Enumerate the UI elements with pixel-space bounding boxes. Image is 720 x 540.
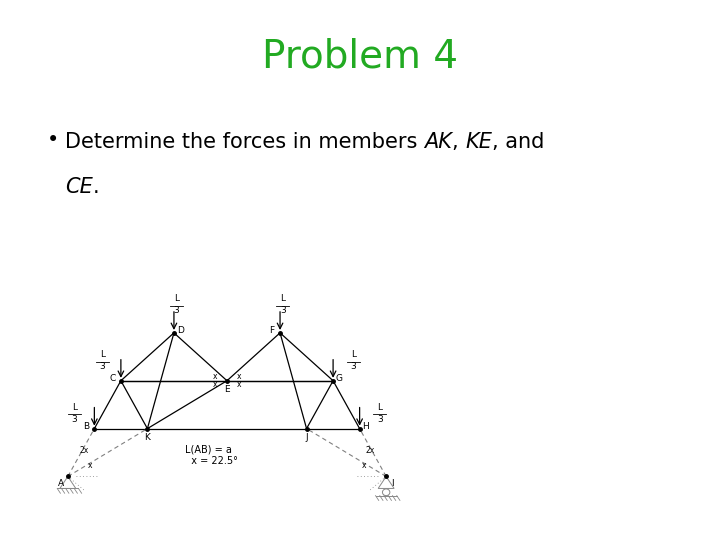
Text: 3: 3 (99, 362, 105, 371)
Text: L: L (72, 403, 77, 412)
Text: Problem 4: Problem 4 (262, 38, 458, 76)
Text: ,: , (452, 132, 465, 152)
Text: x: x (88, 462, 92, 470)
Text: 3: 3 (280, 306, 286, 315)
Text: •: • (47, 130, 59, 150)
Text: L: L (174, 294, 179, 303)
Text: F: F (269, 326, 274, 335)
Text: KE: KE (465, 132, 492, 152)
Text: Determine the forces in members: Determine the forces in members (65, 132, 424, 152)
Text: 2x: 2x (79, 446, 89, 455)
Text: x: x (361, 462, 366, 470)
Text: L: L (351, 350, 356, 359)
Text: x: x (213, 373, 217, 381)
Text: B: B (84, 422, 89, 431)
Text: E: E (224, 385, 230, 394)
Text: H: H (363, 422, 369, 431)
Text: 3: 3 (351, 362, 356, 371)
Text: A: A (58, 479, 65, 488)
Text: L(AB) = a
  x = 22.5°: L(AB) = a x = 22.5° (184, 444, 238, 465)
Text: I: I (391, 479, 394, 488)
Text: L: L (280, 294, 285, 303)
Text: 3: 3 (174, 306, 179, 315)
Text: 3: 3 (71, 415, 77, 424)
Text: L: L (100, 350, 105, 359)
Text: , and: , and (492, 132, 544, 152)
Text: x: x (213, 380, 217, 389)
Text: G: G (336, 374, 343, 383)
Text: D: D (177, 326, 184, 335)
Text: x: x (236, 373, 241, 381)
Text: CE: CE (65, 177, 93, 197)
Text: C: C (110, 374, 116, 383)
Text: J: J (305, 433, 308, 442)
Text: 3: 3 (377, 415, 382, 424)
Text: 2x: 2x (366, 446, 375, 455)
Text: L: L (377, 403, 382, 412)
Text: x: x (236, 380, 241, 389)
Text: AK: AK (424, 132, 452, 152)
Text: K: K (145, 433, 150, 442)
Text: .: . (93, 177, 99, 197)
